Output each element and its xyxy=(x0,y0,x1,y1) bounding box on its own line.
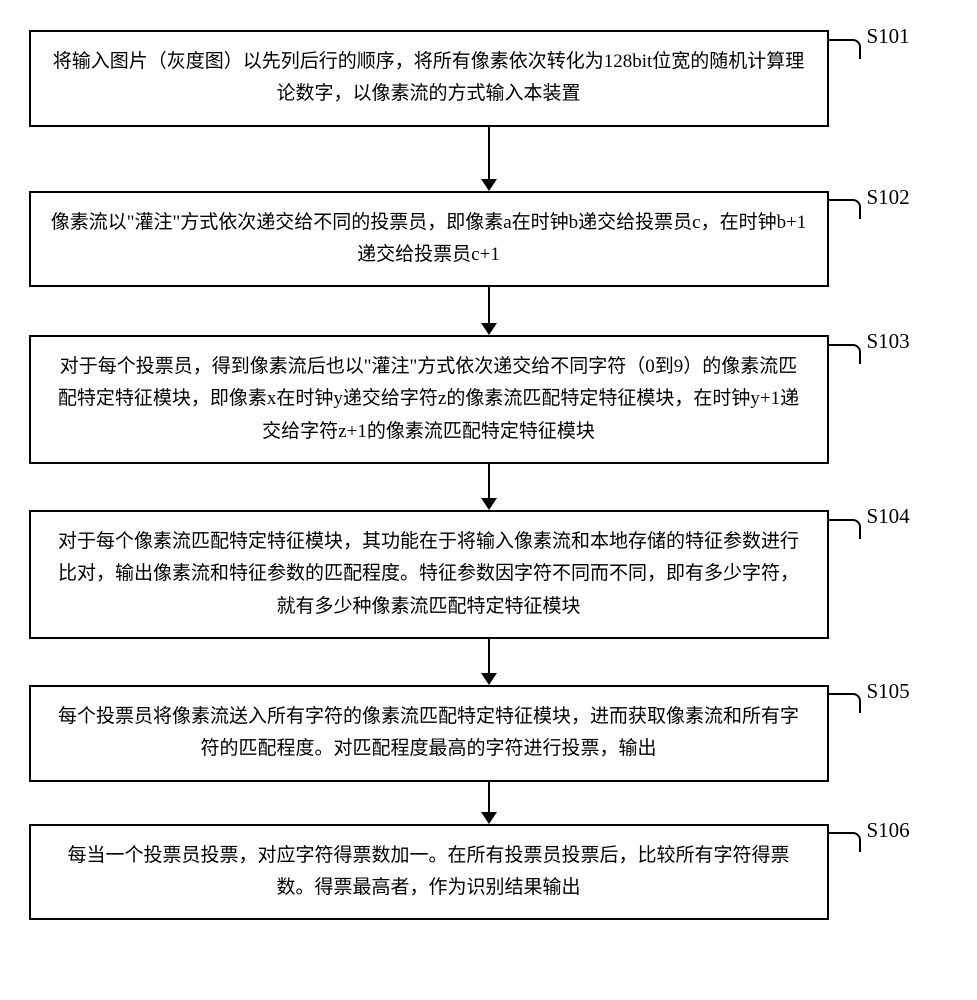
step-box: 每当一个投票员投票，对应字符得票数加一。在所有投票员投票后，比较所有字符得票数。… xyxy=(29,824,829,921)
step-connector: S105 xyxy=(829,691,910,716)
hook-line xyxy=(829,199,861,219)
arrow-line xyxy=(488,782,490,812)
step-label: S101 xyxy=(867,24,910,49)
step-label: S105 xyxy=(867,679,910,704)
step-s106: 每当一个投票员投票，对应字符得票数加一。在所有投票员投票后，比较所有字符得票数。… xyxy=(29,824,949,921)
hook-line xyxy=(829,693,861,713)
arrow-head-icon xyxy=(481,323,497,335)
step-text: 像素流以"灌注"方式依次递交给不同的投票员，即像素a在时钟b递交给投票员c，在时… xyxy=(51,212,807,265)
arrow-head-icon xyxy=(481,179,497,191)
step-s103: 对于每个投票员，得到像素流后也以"灌注"方式依次递交给不同字符（0到9）的像素流… xyxy=(29,335,949,464)
arrow-head-icon xyxy=(481,498,497,510)
step-connector: S106 xyxy=(829,830,910,855)
step-label: S103 xyxy=(867,329,910,354)
step-connector: S101 xyxy=(829,36,910,61)
step-s102: 像素流以"灌注"方式依次递交给不同的投票员，即像素a在时钟b递交给投票员c，在时… xyxy=(29,191,949,288)
step-label: S102 xyxy=(867,185,910,210)
hook-line xyxy=(829,832,861,852)
step-text: 对于每个投票员，得到像素流后也以"灌注"方式依次递交给不同字符（0到9）的像素流… xyxy=(58,356,799,442)
arrow-head-icon xyxy=(481,812,497,824)
step-connector: S102 xyxy=(829,197,910,222)
step-s101: 将输入图片（灰度图）以先列后行的顺序，将所有像素依次转化为128bit位宽的随机… xyxy=(29,30,949,127)
arrow-head-icon xyxy=(481,673,497,685)
hook-line xyxy=(829,39,861,59)
step-s104: 对于每个像素流匹配特定特征模块，其功能在于将输入像素流和本地存储的特征参数进行比… xyxy=(29,510,949,639)
step-box: 对于每个投票员，得到像素流后也以"灌注"方式依次递交给不同字符（0到9）的像素流… xyxy=(29,335,829,464)
step-s105: 每个投票员将像素流送入所有字符的像素流匹配特定特征模块，进而获取像素流和所有字符… xyxy=(29,685,949,782)
arrow xyxy=(89,639,889,685)
step-box: 将输入图片（灰度图）以先列后行的顺序，将所有像素依次转化为128bit位宽的随机… xyxy=(29,30,829,127)
arrow xyxy=(89,127,889,191)
step-connector: S103 xyxy=(829,341,910,366)
hook-line xyxy=(829,344,861,364)
step-text: 每个投票员将像素流送入所有字符的像素流匹配特定特征模块，进而获取像素流和所有字符… xyxy=(58,706,799,759)
step-box: 对于每个像素流匹配特定特征模块，其功能在于将输入像素流和本地存储的特征参数进行比… xyxy=(29,510,829,639)
arrow-line xyxy=(488,127,490,179)
arrow-line xyxy=(488,287,490,323)
step-connector: S104 xyxy=(829,516,910,541)
arrow-line xyxy=(488,464,490,498)
hook-line xyxy=(829,519,861,539)
step-box: 每个投票员将像素流送入所有字符的像素流匹配特定特征模块，进而获取像素流和所有字符… xyxy=(29,685,829,782)
step-text: 每当一个投票员投票，对应字符得票数加一。在所有投票员投票后，比较所有字符得票数。… xyxy=(67,845,789,898)
step-text: 将输入图片（灰度图）以先列后行的顺序，将所有像素依次转化为128bit位宽的随机… xyxy=(53,51,805,104)
step-label: S104 xyxy=(867,504,910,529)
step-box: 像素流以"灌注"方式依次递交给不同的投票员，即像素a在时钟b递交给投票员c，在时… xyxy=(29,191,829,288)
flowchart: 将输入图片（灰度图）以先列后行的顺序，将所有像素依次转化为128bit位宽的随机… xyxy=(29,30,949,920)
step-text: 对于每个像素流匹配特定特征模块，其功能在于将输入像素流和本地存储的特征参数进行比… xyxy=(58,531,799,617)
step-label: S106 xyxy=(867,818,910,843)
arrow xyxy=(89,464,889,510)
arrow xyxy=(89,782,889,824)
arrow-line xyxy=(488,639,490,673)
arrow xyxy=(89,287,889,335)
